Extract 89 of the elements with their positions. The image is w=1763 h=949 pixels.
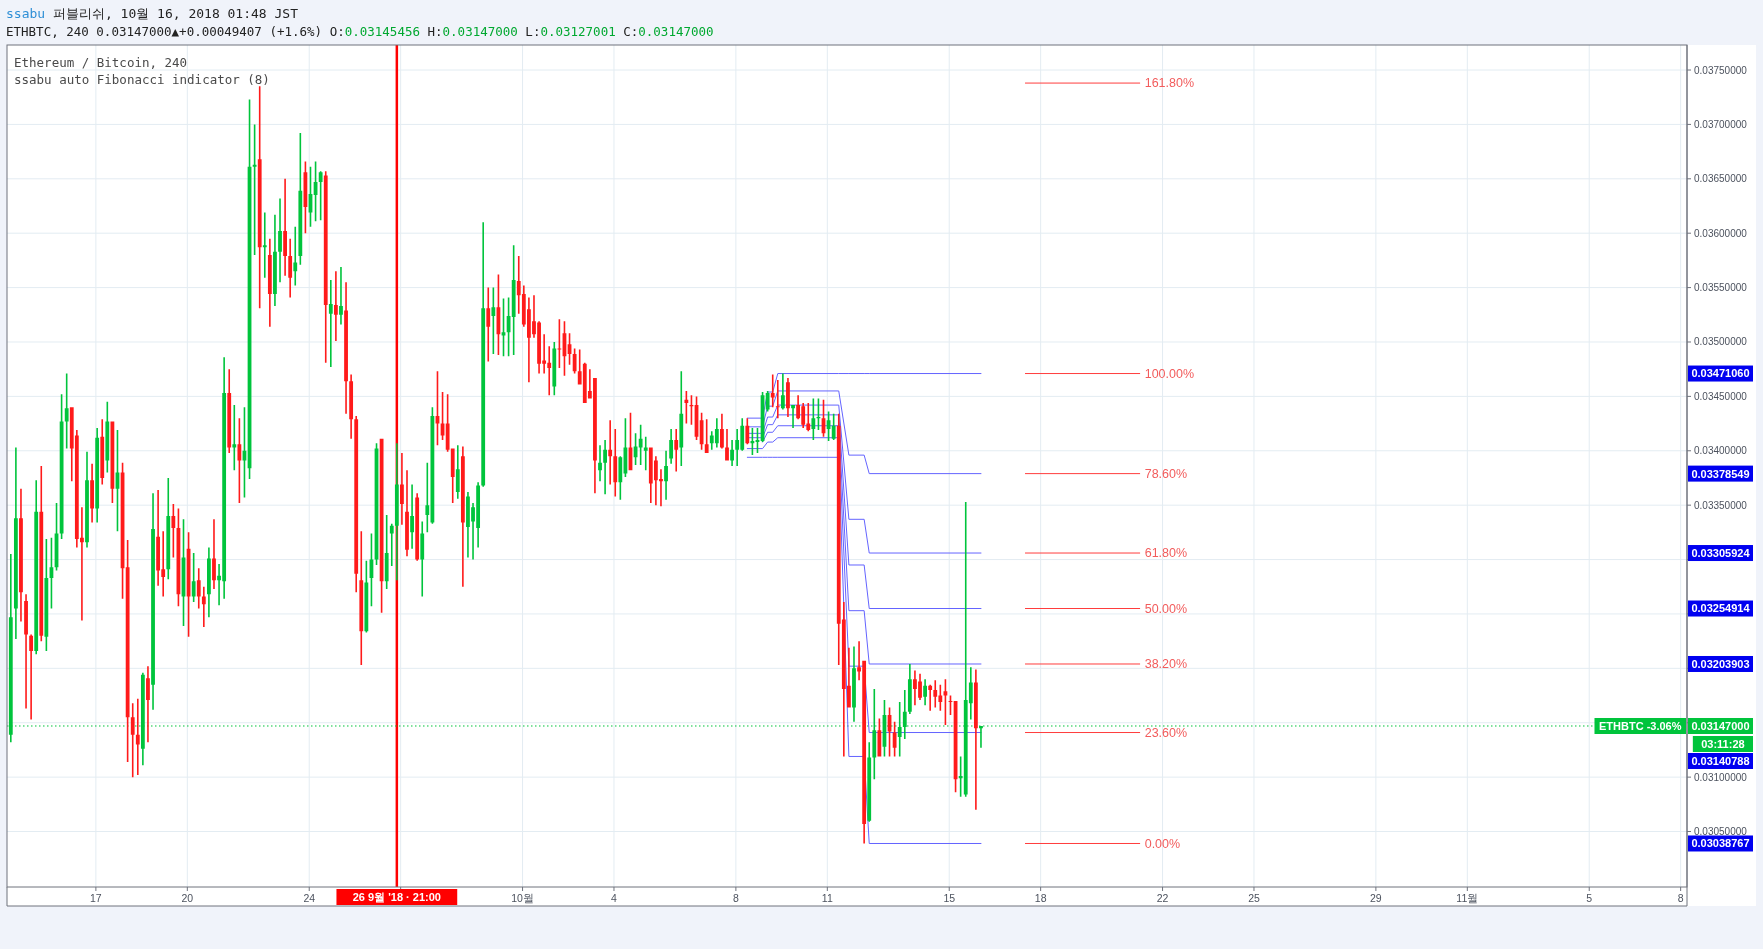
annotation: ETHBTC -3.06% [1598,719,1682,732]
x-tick-label: 20 [181,892,194,904]
candlestick [24,594,28,709]
y-tick-label: 0.03500000 [1694,336,1748,348]
candlestick [420,521,425,597]
text: ETHBTC, 240 0.03147000▲+0.00049407 (+1.6%) O:0.03145456 H:0.03147000 L:0.03127001 C:0.03147000 [6,24,714,39]
x-tick-label: 8 [1677,892,1684,904]
candlestick [278,198,282,283]
candlestick [455,445,460,499]
text: 0.03254914 [1691,602,1751,615]
text: 0.03203903 [1691,657,1750,670]
y-tick-label: 0.03400000 [1694,445,1748,457]
candlestick [608,420,613,485]
x-tick-label: 10월 [511,892,534,904]
candlestick [486,287,491,362]
candlestick [394,443,399,581]
candlestick [201,586,206,627]
x-tick-label: 17 [90,892,102,904]
series-label: 23.60% [1144,725,1188,740]
candlestick [339,266,343,325]
candlestick [389,523,394,567]
series-label: 100.00% [1144,366,1195,381]
x-tick-label: 8 [732,892,739,904]
candlestick [791,405,795,428]
candlestick [603,439,607,495]
candlestick [293,226,298,286]
candlestick [146,666,150,743]
candlestick [780,373,785,410]
candlestick [613,429,618,497]
candlestick [598,445,602,482]
x-tick-label: 25 [1248,892,1260,904]
series-label: 0.00% [1144,836,1181,851]
candlestick [288,238,293,298]
x-tick-label: 11 [821,892,833,904]
y-tick-label: 0.03600000 [1694,227,1748,239]
candlestick [933,680,938,708]
candlestick [725,429,729,461]
y-tick-label: 0.03100000 [1694,771,1748,783]
y-tick-label: 0.03550000 [1694,282,1748,294]
annotation: ssabu auto Fibonacci indicator (8) [14,72,270,87]
x-tick-label: 29 [1370,892,1382,904]
x-tick-label: 5 [1586,892,1593,904]
text: 0.03471060 [1691,367,1750,380]
candlestick [333,271,338,341]
x-tick-label: 15 [943,892,956,904]
candlestick [679,371,684,466]
text: 0.03038767 [1691,837,1750,850]
ref-line-label: 0.03147000 [1691,719,1750,732]
text: 03:11:28 [1701,737,1745,750]
y-tick-label: 0.03700000 [1694,118,1748,130]
x-tick-label: 11월 [1456,892,1479,904]
candlestick [674,429,679,472]
ref-line-label: 26 9월 '18 · 21:00 [352,890,441,903]
candlestick [262,212,267,278]
series-label: 161.80% [1144,76,1195,91]
candlestick [643,436,648,471]
candlestick [775,380,780,419]
series-label: 50.00% [1144,601,1188,616]
text: 0.03305924 [1691,546,1751,559]
y-tick-label: 0.03650000 [1694,173,1748,185]
chart-title: ssabu 퍼블리쉬, 10월 16, 2018 01:48 JST [6,6,299,21]
candlestick [130,703,135,778]
series-label: 61.80% [1144,546,1188,561]
candlestick [196,568,201,609]
candlestick [400,452,404,525]
candlestick [135,698,140,775]
text: 0.03140788 [1691,754,1750,767]
candlestick [328,279,333,368]
candlestick [770,374,775,408]
candlestick [29,634,34,720]
candlestick [664,450,668,500]
series-label: 78.60% [1144,466,1188,481]
y-tick-label: 0.03050000 [1694,826,1748,838]
text: 0.03378549 [1691,467,1750,480]
x-tick-label: 18 [1034,892,1047,904]
y-tick-label: 0.03350000 [1694,499,1748,511]
candlestick [283,178,287,276]
candlestick [212,519,216,589]
x-tick-label: 4 [611,892,618,904]
y-tick-label: 0.03750000 [1694,64,1748,76]
y-tick-label: 0.03450000 [1694,390,1748,402]
candlestick [410,484,414,549]
candlestick [973,669,978,810]
x-tick-label: 22 [1156,892,1169,904]
candlestick [359,531,364,666]
series-label: 38.20% [1144,657,1188,672]
x-tick-label: 24 [303,892,316,904]
annotation: Ethereum / Bitcoin, 240 [14,55,188,70]
candlestick [928,684,933,711]
